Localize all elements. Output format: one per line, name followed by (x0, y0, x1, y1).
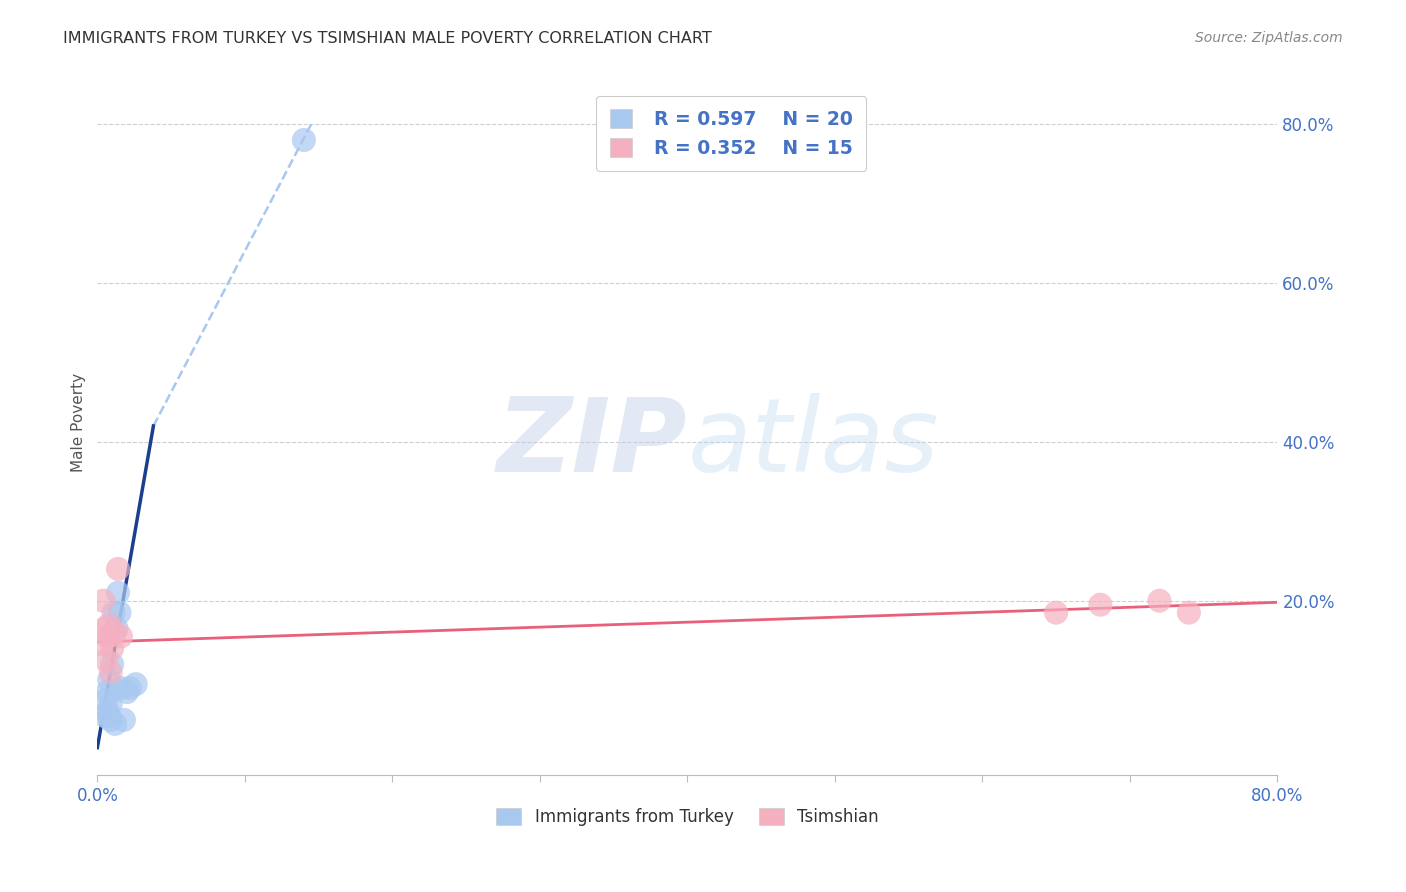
Point (108, 606, 131, 620)
Point (100, 697, 122, 711)
Point (101, 657, 124, 672)
Point (104, 716, 127, 731)
Point (90, 637, 112, 651)
Point (97, 705, 120, 719)
Point (110, 630, 132, 644)
Point (292, 133, 315, 147)
Point (98, 617, 121, 632)
Point (104, 625, 127, 640)
Point (97, 685, 120, 699)
Y-axis label: Male Poverty: Male Poverty (72, 373, 86, 472)
Point (100, 665, 122, 680)
Point (98, 673, 121, 688)
Point (103, 606, 125, 620)
Legend: Immigrants from Turkey, Tsimshian: Immigrants from Turkey, Tsimshian (488, 799, 887, 834)
Point (1090, 598, 1112, 612)
Point (93, 622, 115, 636)
Point (101, 641, 124, 656)
Point (1149, 593, 1171, 607)
Point (96, 693, 118, 707)
Point (107, 586, 129, 600)
Text: Source: ZipAtlas.com: Source: ZipAtlas.com (1195, 31, 1343, 45)
Point (96, 653, 118, 667)
Point (112, 713, 135, 727)
Text: ZIP: ZIP (496, 392, 688, 493)
Point (107, 562, 129, 576)
Point (1178, 606, 1201, 620)
Point (97, 630, 120, 644)
Point (100, 713, 122, 727)
Point (115, 685, 138, 699)
Text: IMMIGRANTS FROM TURKEY VS TSIMSHIAN MALE POVERTY CORRELATION CHART: IMMIGRANTS FROM TURKEY VS TSIMSHIAN MALE… (63, 31, 711, 46)
Point (118, 681, 141, 695)
Point (105, 622, 128, 636)
Point (98, 709, 121, 723)
Point (91, 593, 114, 607)
Text: atlas: atlas (688, 393, 939, 493)
Point (1045, 606, 1067, 620)
Point (125, 677, 148, 691)
Point (110, 681, 132, 695)
Point (93, 709, 115, 723)
